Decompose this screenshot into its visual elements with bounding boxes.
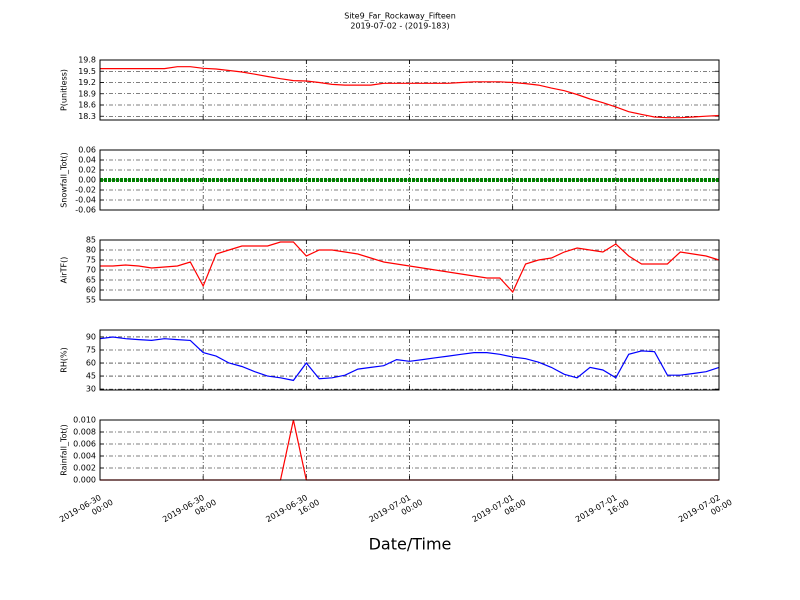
data-line [99, 336, 720, 382]
y-tick-label: 19.8 [78, 56, 96, 65]
y-tick-label: 60 [86, 359, 96, 368]
title: Site9_Far_Rockaway_Fifteen [344, 12, 456, 21]
frame [99, 419, 720, 481]
y-tick-label: 75 [86, 256, 96, 265]
y-tick-label: 85 [86, 236, 96, 245]
y-tick-label: -0.06 [75, 206, 96, 215]
y-tick-label: 60 [86, 286, 96, 295]
y-tick-label: 18.6 [78, 101, 96, 110]
y-axis-label: Rainfall_Tot() [60, 424, 69, 476]
y-tick-label: 18.3 [78, 112, 96, 121]
y-tick-label: 90 [86, 332, 96, 341]
y-tick-label: -0.04 [75, 196, 96, 205]
subtitle: 2019-07-02 - (2019-183) [350, 22, 449, 31]
frame [99, 329, 720, 391]
y-tick-label: -0.02 [75, 186, 96, 195]
y-tick-label: 65 [86, 276, 96, 285]
y-tick-label: 0.010 [73, 416, 96, 425]
y-tick-label: 19.2 [78, 78, 96, 87]
y-tick-label: 0.02 [78, 166, 96, 175]
y-tick-label: 0.000 [73, 476, 96, 485]
y-tick-label: 0.04 [78, 156, 96, 165]
y-tick-label: 30 [86, 385, 96, 394]
y-axis-label: P(unitless) [60, 69, 69, 111]
y-tick-label: 0.008 [73, 428, 96, 437]
x-axis-label: Date/Time [369, 535, 452, 554]
frame [99, 149, 720, 211]
data-line [100, 66, 720, 119]
y-tick-label: 0.006 [73, 440, 96, 449]
y-tick-label: 0.06 [78, 146, 96, 155]
y-axis-label: RH(%) [60, 347, 69, 372]
frame [99, 59, 720, 121]
y-tick-label: 75 [86, 346, 96, 355]
y-tick-label: 18.9 [78, 89, 96, 98]
y-axis-label: Snowfall_Tot() [60, 152, 69, 208]
y-tick-label: 45 [86, 372, 96, 381]
y-tick-label: 55 [86, 296, 96, 305]
y-tick-label: 19.5 [78, 67, 96, 76]
y-tick-label: 80 [86, 246, 96, 255]
y-tick-label: 0.002 [73, 464, 96, 473]
frame [99, 239, 720, 301]
data-line [100, 241, 720, 294]
y-tick-label: 0.00 [78, 176, 96, 185]
y-tick-label: 70 [86, 266, 96, 275]
y-tick-label: 0.004 [73, 452, 96, 461]
y-axis-label: AirTF() [60, 257, 69, 284]
